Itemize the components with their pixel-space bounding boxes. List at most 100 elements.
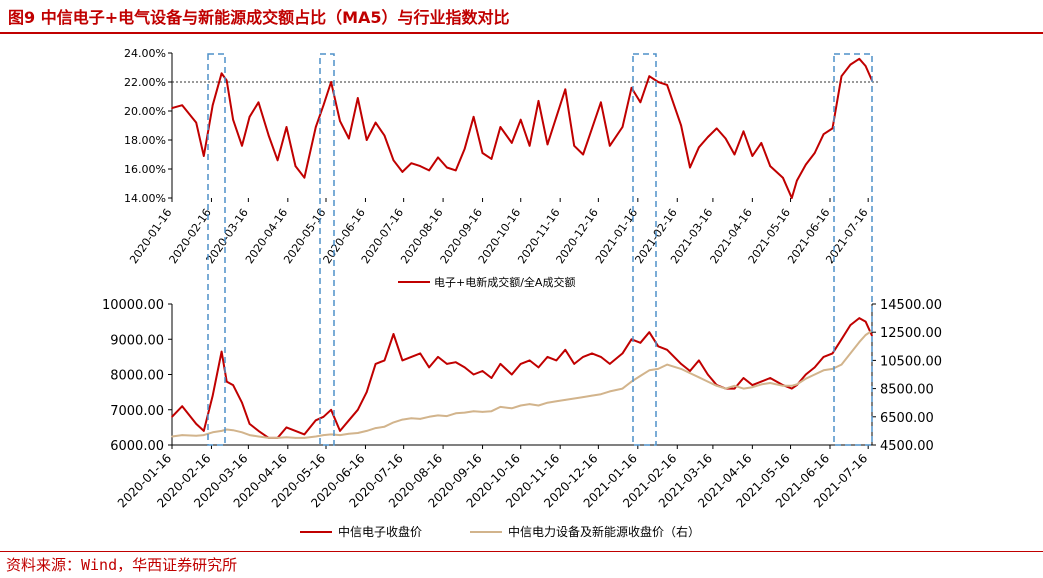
source-note: 资料来源：Wind，华西证券研究所 bbox=[6, 556, 238, 574]
top-series-point bbox=[437, 156, 439, 159]
top-series-point bbox=[365, 139, 368, 141]
bottom-legend-label-electronics: 中信电子收盘价 bbox=[338, 524, 422, 539]
top-y-tick-label: 20.00% bbox=[124, 105, 166, 118]
bottom-power-point bbox=[410, 417, 413, 420]
top-series-point bbox=[546, 143, 549, 146]
top-series-point bbox=[831, 127, 834, 130]
bottom-electronics-point bbox=[248, 423, 251, 425]
top-series-point bbox=[555, 116, 558, 118]
bottom-power-point bbox=[666, 363, 668, 366]
top-series-point bbox=[864, 65, 867, 67]
top-series-point bbox=[666, 84, 668, 86]
bottom-electronics-point bbox=[680, 363, 682, 365]
bottom-electronics-point bbox=[591, 352, 593, 355]
bottom-power-point bbox=[211, 431, 214, 434]
top-series-point bbox=[698, 146, 700, 149]
top-series-point bbox=[294, 165, 297, 167]
bottom-power-point bbox=[428, 416, 430, 418]
bottom-power-point bbox=[751, 386, 754, 389]
bottom-electronics-point bbox=[241, 401, 243, 404]
bottom-power-point bbox=[648, 369, 651, 372]
top-series-point bbox=[582, 153, 584, 156]
bottom-electronics-point bbox=[564, 349, 567, 351]
bottom-right-tick-label: 10500.00 bbox=[880, 354, 942, 369]
bottom-power-point bbox=[511, 407, 513, 410]
top-series-point bbox=[203, 155, 205, 157]
bottom-power-point bbox=[225, 428, 228, 431]
bottom-electronics-point bbox=[303, 433, 306, 436]
bottom-power-point bbox=[285, 436, 288, 439]
top-series-point bbox=[472, 116, 475, 118]
bottom-power-point bbox=[322, 434, 325, 436]
bottom-electronics-point bbox=[769, 377, 771, 379]
bottom-power-point bbox=[813, 373, 816, 376]
bottom-electronics-point bbox=[392, 333, 395, 335]
bottom-right-tick-label: 6500.00 bbox=[880, 411, 934, 426]
top-series-point bbox=[573, 145, 575, 147]
bottom-electronics-point bbox=[609, 363, 611, 365]
bottom-electronics-point bbox=[751, 384, 754, 386]
bottom-right-tick-label: 12500.00 bbox=[880, 326, 942, 341]
top-series-point bbox=[733, 153, 736, 156]
bottom-electronics-point bbox=[621, 352, 624, 355]
bottom-electronics-point bbox=[822, 356, 825, 358]
top-series-point bbox=[171, 107, 173, 109]
highlight-box bbox=[833, 53, 873, 446]
bottom-power-point bbox=[499, 406, 502, 408]
bottom-electronics-point bbox=[232, 384, 234, 386]
top-series-point bbox=[751, 155, 754, 157]
top-series-point bbox=[707, 136, 709, 138]
top-series-point bbox=[285, 126, 288, 128]
bottom-electronics-point bbox=[864, 320, 867, 323]
bottom-power-point bbox=[357, 432, 359, 434]
bottom-electronics-point bbox=[428, 366, 430, 369]
chart-canvas: 14.00%16.00%18.00%20.00%22.00%24.00%2020… bbox=[102, 47, 942, 539]
top-series-point bbox=[648, 75, 651, 77]
bottom-power-point bbox=[639, 375, 642, 377]
bottom-electronics-point bbox=[401, 359, 404, 362]
top-series-point bbox=[392, 159, 395, 162]
top-series-point bbox=[537, 100, 540, 102]
bottom-electronics-point bbox=[546, 356, 549, 358]
top-series-point bbox=[257, 101, 260, 104]
bottom-electronics-point bbox=[220, 350, 223, 353]
top-series-point bbox=[805, 163, 807, 166]
bottom-power-point bbox=[724, 387, 727, 390]
bottom-electronics-point bbox=[171, 416, 173, 418]
bottom-electronics-point bbox=[840, 338, 843, 341]
top-series-point bbox=[211, 104, 214, 106]
bottom-electronics-point bbox=[698, 359, 700, 362]
footer-rule bbox=[0, 551, 1043, 552]
top-series-point bbox=[609, 145, 611, 147]
bottom-electronics-point bbox=[555, 359, 558, 362]
highlight-box bbox=[207, 53, 226, 446]
bottom-electronics-point bbox=[257, 430, 260, 432]
highlight-box bbox=[319, 53, 335, 446]
title-rule bbox=[0, 32, 1043, 34]
bottom-electronics-point bbox=[472, 373, 475, 376]
bottom-electronics-point bbox=[858, 317, 861, 319]
bottom-electronics-point bbox=[528, 359, 531, 362]
bottom-power-point bbox=[419, 418, 422, 420]
figure-title: 图9 中信电子+电气设备与新能源成交额占比（MA5）与行业指数对比 bbox=[8, 8, 510, 27]
bottom-power-point bbox=[769, 382, 771, 384]
bottom-electronics-point bbox=[203, 430, 205, 432]
top-series-point bbox=[455, 169, 457, 172]
top-series-point bbox=[339, 120, 341, 122]
bottom-power-point bbox=[537, 404, 540, 407]
top-chart: 14.00%16.00%18.00%20.00%22.00%24.00%2020… bbox=[124, 47, 880, 289]
bottom-electronics-point bbox=[437, 356, 439, 358]
bottom-power-point bbox=[401, 418, 404, 421]
top-series-point bbox=[621, 126, 624, 128]
top-series-point bbox=[782, 176, 784, 179]
bottom-electronics-point bbox=[365, 391, 368, 393]
bottom-power-point bbox=[267, 437, 270, 439]
highlight-box bbox=[632, 53, 657, 446]
bottom-electronics-point bbox=[211, 394, 214, 397]
bottom-power-point bbox=[446, 415, 448, 417]
bottom-electronics-point bbox=[666, 349, 668, 351]
bottom-power-point bbox=[698, 376, 700, 379]
bottom-power-point bbox=[609, 390, 611, 393]
top-legend-label: 电子+电新成交额/全A成交额 bbox=[434, 275, 575, 289]
top-series-point bbox=[630, 87, 633, 89]
